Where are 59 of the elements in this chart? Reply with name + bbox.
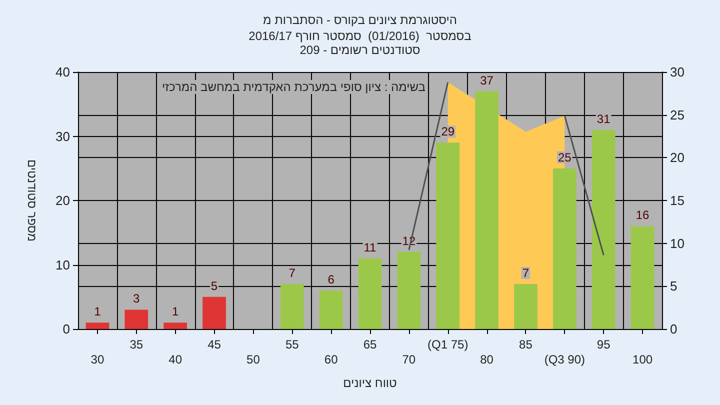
x-tick-label: 40 [168, 352, 182, 366]
data-label: 25 [558, 150, 572, 164]
y2-tick-label: 30 [670, 64, 684, 80]
data-label: 3 [133, 292, 140, 306]
bar [280, 284, 304, 329]
data-label: 31 [596, 112, 611, 126]
bar [202, 296, 226, 329]
x-tick-label: 100 [632, 352, 653, 366]
data-label: 5 [210, 278, 218, 293]
bar [630, 226, 654, 329]
bar [319, 290, 343, 329]
x-tick-label: 95 [596, 338, 611, 352]
data-label: 29 [441, 124, 455, 139]
y2-tick-label: 5 [670, 278, 678, 294]
x-tick-label: 85 [519, 338, 533, 352]
y-tick-label: 10 [56, 257, 70, 272]
bar [124, 310, 148, 329]
bar [436, 142, 460, 329]
x-tick-label: 70 [402, 352, 416, 366]
y2-tick-label: 25 [670, 107, 684, 122]
y-tick-label: 20 [56, 193, 70, 208]
y-tick-label: 0 [62, 322, 70, 336]
data-label: 7 [288, 266, 296, 280]
data-label: 16 [636, 208, 650, 222]
bar [552, 168, 576, 329]
bar [86, 322, 110, 329]
bar [592, 130, 616, 329]
x-tick-label: 80 [480, 352, 494, 366]
data-label: 11 [364, 240, 377, 254]
data-label: 37 [480, 73, 494, 88]
x-tick-label: 55 [285, 338, 300, 352]
chart-subtitle: בסמסטר (01/2016) סמסטר חורף 2016/17 סטודנטים רשומים - 209 [248, 29, 472, 57]
data-label: 1 [94, 304, 102, 319]
data-label: 6 [328, 272, 335, 286]
y2-tick-label: 15 [670, 193, 684, 208]
x-tick-label: 45 [208, 338, 222, 352]
y2-tick-label: 10 [670, 236, 684, 251]
bar [397, 252, 421, 329]
data-label: 7 [522, 266, 530, 280]
bar [358, 258, 382, 329]
x-tick-label: 60 [324, 352, 338, 366]
y2-tick-label: 20 [670, 150, 684, 166]
y-tick-label: 40 [56, 64, 70, 80]
x-tick-label: 30 [90, 352, 104, 366]
x-axis-title: טווח ציונים [343, 376, 398, 390]
data-label: 1 [172, 304, 179, 319]
bar [514, 284, 538, 329]
x-tick-label: (Q1 75) [428, 338, 468, 352]
x-tick-label: (Q3 90) [544, 352, 586, 366]
chart-title: היסטוגרמת ציונים בקורס - הסתברות מ [262, 13, 458, 27]
bar [475, 91, 498, 329]
y2-tick-label: 0 [670, 322, 678, 336]
x-tick-label: 65 [363, 338, 377, 352]
y-tick-label: 30 [56, 128, 70, 144]
bar [164, 322, 188, 329]
x-tick-label: 50 [246, 352, 260, 366]
x-tick-label: 35 [130, 338, 144, 352]
y-axis-title: מספר סטודנטים [25, 159, 39, 242]
annotation: בשימה : ציון סופי במערכת האקדמית במחשב המרכזי [162, 80, 426, 94]
